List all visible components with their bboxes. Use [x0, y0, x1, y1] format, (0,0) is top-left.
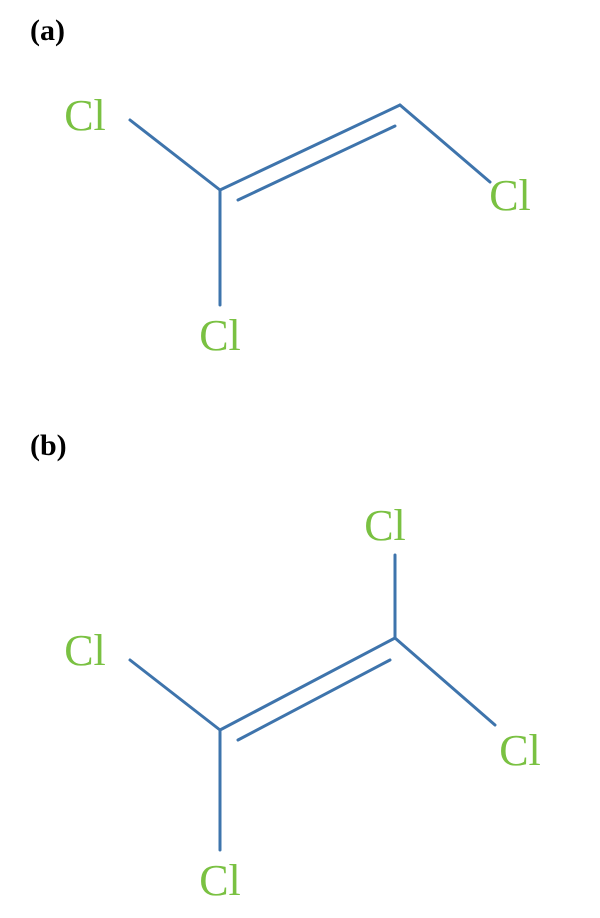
bond-line [220, 105, 400, 190]
atom-label: Cl [64, 626, 106, 675]
bond-line [220, 638, 395, 730]
panel-label-a: (a) [30, 14, 65, 47]
atom-label: Cl [364, 501, 406, 550]
panel-b: Cl Cl Cl Cl (b) [30, 429, 541, 905]
atom-label: Cl [499, 726, 541, 775]
bond-line [130, 120, 220, 190]
atom-label: Cl [199, 311, 241, 360]
bond-line [400, 105, 490, 182]
bond-line [130, 660, 220, 730]
atom-label: Cl [64, 91, 106, 140]
panel-a: Cl Cl Cl (a) [30, 14, 531, 360]
atom-label: Cl [489, 171, 531, 220]
panel-label-b: (b) [30, 429, 67, 462]
bond-line [238, 126, 395, 200]
molecule-diagram: Cl Cl Cl (a) Cl Cl Cl Cl (b) [0, 0, 600, 918]
atom-label: Cl [199, 856, 241, 905]
bond-line [238, 660, 390, 740]
bond-line [395, 638, 495, 725]
